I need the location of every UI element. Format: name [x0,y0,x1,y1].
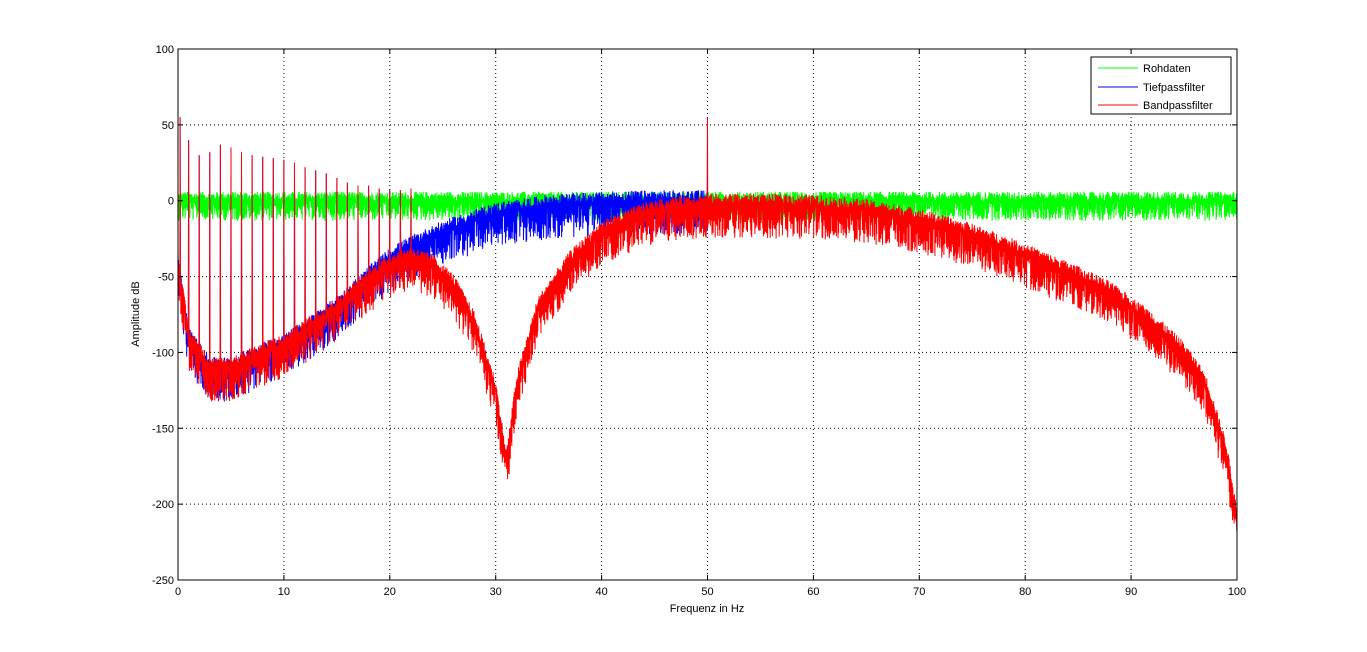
x-tick-label: 80 [1019,586,1031,598]
legend-box [1090,56,1232,115]
x-tick-label: 40 [595,586,607,598]
x-tick-label: 30 [490,586,502,598]
y-tick-label: -50 [158,272,174,284]
legend-label-bandpassfilter: Bandpassfilter [1143,100,1213,112]
x-tick-label: 100 [1228,586,1246,598]
x-tick-label: 60 [807,586,819,598]
y-tick-label: 100 [156,44,174,56]
y-tick-label: 50 [162,120,174,132]
x-tick-label: 0 [175,586,181,598]
x-tick-label: 50 [701,586,713,598]
x-tick-label: 90 [1125,586,1137,598]
x-tick-label: 10 [278,586,290,598]
x-tick-label: 20 [384,586,396,598]
plot-lines [177,117,1238,531]
legend: Rohdaten Tiefpassfilter Bandpassfilter [1090,56,1232,115]
series-bandpassfilter [177,117,1238,531]
y-tick-label: 0 [168,196,174,208]
y-tick-label: -150 [152,423,174,435]
y-tick-label: -100 [152,347,174,359]
x-tick-label: 70 [913,586,925,598]
x-axis-label: Frequenz in Hz [670,603,745,615]
y-axis-label: Amplitude dB [130,281,142,346]
legend-label-tiefpassfilter: Tiefpassfilter [1143,82,1205,94]
ticks: 0 10 20 30 40 50 60 70 80 90 100 100 50 0 -50 -100 -150 -… [152,44,1246,598]
y-tick-label: -250 [152,575,174,587]
legend-label-rohdaten: Rohdaten [1143,63,1191,75]
y-tick-label: -200 [152,499,174,511]
